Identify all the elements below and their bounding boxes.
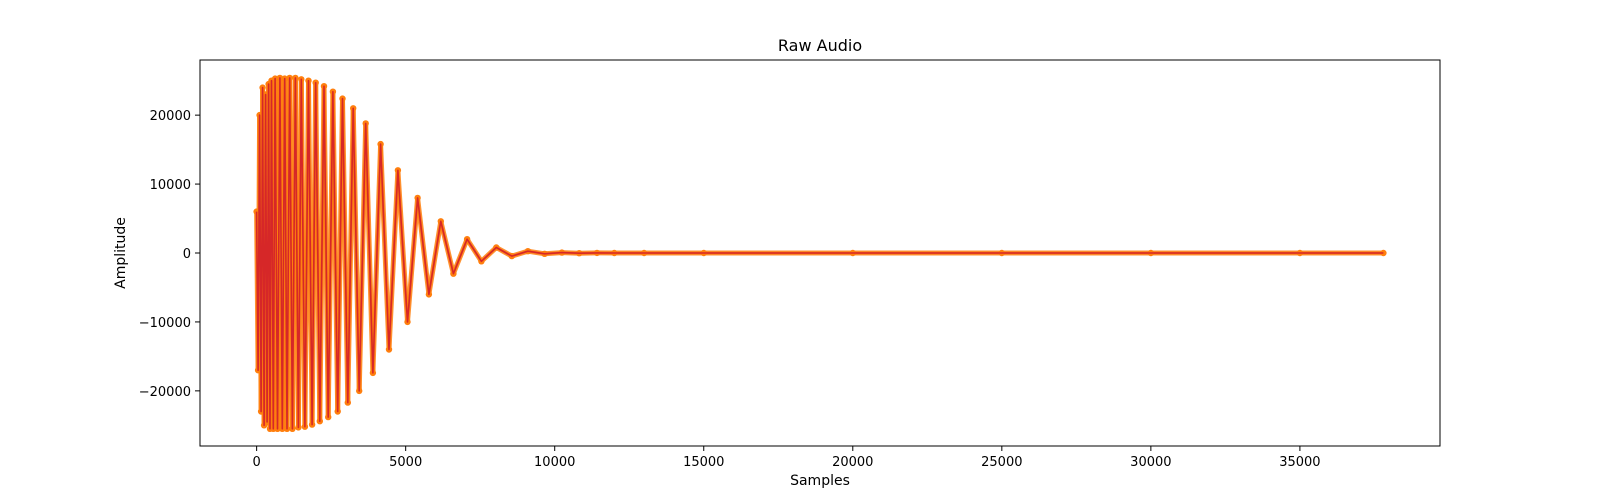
y-tick-label: 20000 (150, 109, 191, 124)
x-axis: 0 5000 10000 15000 20000 25000 30000 35000 (252, 446, 1321, 470)
y-tick-label: −10000 (139, 316, 191, 331)
x-tick-label: 20000 (832, 455, 873, 470)
x-axis-label: Samples (790, 473, 850, 489)
x-tick-label: 5000 (389, 455, 422, 470)
x-tick-label: 15000 (683, 455, 724, 470)
x-tick-label: 10000 (534, 455, 575, 470)
y-tick-label: 10000 (150, 178, 191, 193)
y-tick-label: −20000 (139, 385, 191, 400)
y-axis-label: Amplitude (113, 217, 129, 289)
x-tick-label: 35000 (1279, 455, 1320, 470)
plot-content (253, 74, 1387, 432)
x-tick-label: 0 (252, 455, 260, 470)
data-point (1380, 249, 1387, 257)
chart-title: Raw Audio (778, 36, 862, 55)
y-tick-label: 0 (183, 247, 191, 262)
y-axis: −20000 −10000 0 10000 20000 (139, 109, 200, 400)
x-tick-label: 25000 (981, 455, 1022, 470)
series-line-core (255, 77, 1384, 430)
x-tick-label: 30000 (1130, 455, 1171, 470)
